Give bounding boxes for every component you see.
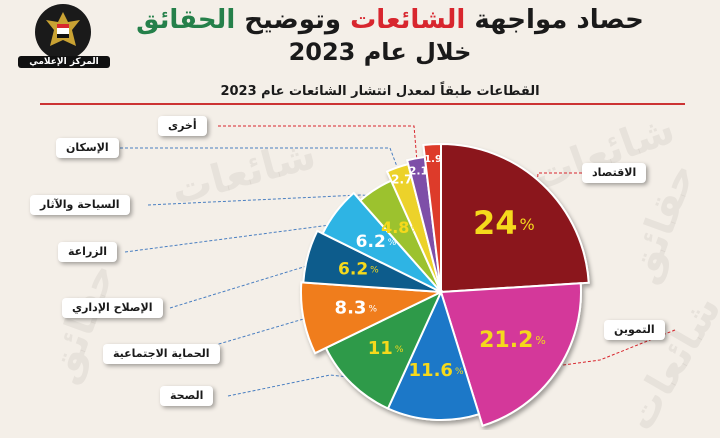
pie-slice [300,281,445,355]
slice-value-label: 11.6% [409,360,464,381]
page-title: حصاد مواجهة الشائعات وتوضيح الحقائق [136,5,644,35]
page-subtitle: خلال عام 2023 [288,38,472,66]
label-admin-reform: الإصلاح الإداري [62,298,163,318]
slice-value-label: 2.1 [409,165,429,178]
connector-line [120,147,401,176]
label-economy: الاقتصاد [582,163,647,183]
label-health: الصحة [160,386,214,406]
label-tourism: السياحة والآثار [30,195,130,215]
connector-line [227,374,358,397]
label-housing: الإسكان [56,138,119,158]
pie-slice [439,282,582,427]
pie-slice [440,142,590,294]
connector-line [169,257,316,309]
connector-line [218,125,418,167]
slice-value-label: 2.7 [391,172,412,186]
label-agriculture: الزراعة [58,242,118,262]
label-supply: التموين [604,320,665,340]
title-underline [40,103,685,105]
label-other: أخرى [158,116,207,136]
pie-slice [321,191,442,293]
logo-caption: المركز الإعلامي [18,56,110,68]
chart-title: القطاعات طبقاً لمعدل انتشار الشائعات عام… [220,84,540,99]
label-social-protection: الحماية الاجتماعية [103,344,220,364]
slice-value-label: 1.9 [424,154,442,165]
pie-slice [422,142,442,293]
egypt-eagle-logo [35,4,91,60]
pie-slice [324,289,444,410]
pie-slice [386,289,481,421]
pie-slice [302,229,442,293]
connector-line [549,329,676,368]
